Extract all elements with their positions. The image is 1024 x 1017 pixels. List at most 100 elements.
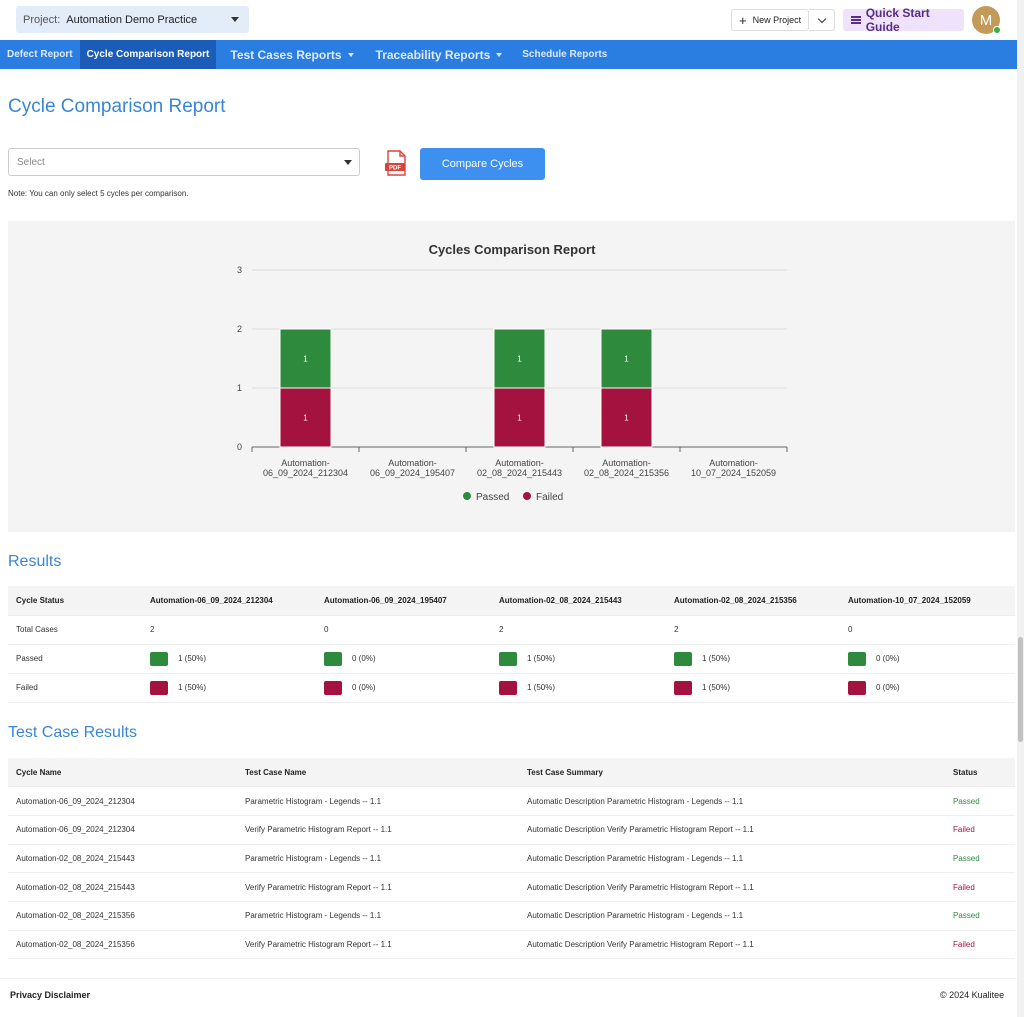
project-value: Automation Demo Practice [66,13,198,26]
table-row[interactable]: Automation-02_08_2024_215443 Verify Param… [8,872,1015,902]
table-row[interactable]: Automation-02_08_2024_215356 Parametric H… [8,901,1015,931]
caret-down-icon [344,160,352,165]
legend-marker-failed [523,492,531,500]
tc-header-test-case-summary: Test Case Summary [519,758,945,788]
tc-cycle-name: Automation-02_08_2024_215356 [8,930,237,960]
tc-cycle-name: Automation-02_08_2024_215443 [8,872,237,902]
x-tick-label: Automation- [602,458,651,468]
table-row[interactable]: Automation-02_08_2024_215443 Parametric H… [8,844,1015,874]
nav-cycle-comparison-report[interactable]: Cycle Comparison Report [79,40,217,69]
row-label: Passed [8,644,142,674]
tc-cycle-name: Automation-02_08_2024_215356 [8,901,237,931]
scrollbar-thumb[interactable] [1018,637,1023,742]
x-tick-label: Automation- [388,458,437,468]
caret-down-icon [496,52,503,57]
privacy-disclaimer-link[interactable]: Privacy Disclaimer [10,990,91,1000]
results-header-cycle: Automation-10_07_2024_152059 [840,586,1015,616]
table-row[interactable]: Automation-02_08_2024_215356 Verify Param… [8,930,1015,960]
tc-status: Passed [945,786,1015,816]
passed-value: 1 (50%) [178,653,207,663]
caret-down-icon [231,17,239,22]
bar-passed [279,328,332,389]
total-cell: 0 [840,615,1015,645]
x-tick-label: 06_09_2024_195407 [370,468,455,478]
total-cell: 2 [666,615,840,645]
pdf-export-icon[interactable]: PDF [384,150,408,177]
failed-value: 1 (50%) [702,682,731,692]
passed-value: 0 (0%) [876,653,900,663]
tc-test-case-name: Parametric Histogram - Legends -- 1.1 [237,786,519,816]
tc-test-case-summary: Automatic Description Verify Parametric … [519,872,945,902]
results-header-cycle: Automation-02_08_2024_215443 [491,586,666,616]
failed-value: 1 (50%) [527,682,556,692]
footer-divider [0,978,1017,979]
tc-status: Failed [945,930,1015,960]
passed-cell: 1 (50%) [142,644,316,674]
top-bar: Project: Automation Demo Practice + New … [0,0,1024,40]
copyright: © 2024 Kualitee [940,990,1005,1000]
tc-test-case-summary: Automatic Description Verify Parametric … [519,815,945,845]
tc-status: Passed [945,844,1015,874]
row-label: Total Cases [8,615,142,645]
selection-note: Note: You can only select 5 cycles per c… [8,189,189,198]
tc-test-case-name: Parametric Histogram - Legends -- 1.1 [237,901,519,931]
compare-cycles-label: Compare Cycles [441,158,524,170]
table-row[interactable]: Automation-06_09_2024_212304 Verify Param… [8,815,1015,845]
compare-cycles-button[interactable]: Compare Cycles [420,148,545,180]
results-header-cycle: Automation-06_09_2024_195407 [316,586,491,616]
tc-header-row: Cycle Name Test Case Name Test Case Summ… [8,758,1015,788]
nav-label: Schedule Reports [522,49,608,60]
tc-header-status: Status [945,758,1015,788]
y-tick-label: 2 [237,324,242,334]
nav-defect-report[interactable]: Defect Report [0,40,80,69]
x-tick-label: 10_07_2024_152059 [691,468,776,478]
x-tick-label: 06_09_2024_212304 [263,468,348,478]
tc-test-case-summary: Automatic Description Parametric Histogr… [519,844,945,874]
results-heading: Results [8,553,62,570]
failed-swatch [499,680,517,695]
data-label: 1 [624,414,629,423]
bar-passed [600,328,653,389]
passed-cell: 0 (0%) [840,644,1015,674]
avatar[interactable]: M [972,6,1001,34]
project-label: Project: [23,13,61,26]
tc-cycle-name: Automation-06_09_2024_212304 [8,786,237,816]
total-cell: 2 [491,615,666,645]
tc-status: Failed [945,815,1015,845]
passed-swatch [848,651,866,666]
passed-swatch [150,651,168,666]
online-status-icon [993,26,1001,34]
cycle-select[interactable]: Select [8,148,360,176]
nav-traceability-reports[interactable]: Traceability Reports [368,40,517,69]
table-row[interactable]: Automation-06_09_2024_212304 Parametric H… [8,786,1015,816]
nav-label: Cycle Comparison Report [86,49,210,60]
bar-passed [493,328,546,389]
project-selector[interactable]: Project: Automation Demo Practice [16,6,249,33]
passed-cell: 1 (50%) [666,644,840,674]
bar-failed [279,387,332,448]
new-project-label: New Project [752,15,802,25]
new-project-dropdown-button[interactable] [809,9,835,31]
tc-cycle-name: Automation-02_08_2024_215443 [8,844,237,874]
nav-schedule-reports[interactable]: Schedule Reports [516,40,614,69]
quick-start-guide-button[interactable]: Quick Start Guide [843,6,964,34]
report-nav: Defect Report Cycle Comparison Report Te… [0,40,1017,69]
tc-test-case-name: Parametric Histogram - Legends -- 1.1 [237,844,519,874]
caret-down-icon [347,52,354,57]
x-tick-label: Automation- [495,458,544,468]
list-icon [851,16,861,24]
total-cell: 0 [316,615,491,645]
tc-status: Failed [945,872,1015,902]
tc-status: Passed [945,901,1015,931]
legend-label-failed: Failed [536,492,563,503]
nav-test-cases-reports[interactable]: Test Cases Reports [216,40,367,69]
failed-value: 1 (50%) [178,682,207,692]
passed-value: 1 (50%) [527,653,556,663]
bar-failed [600,387,653,448]
new-project-button[interactable]: + New Project [731,9,809,31]
nav-label: Defect Report [7,49,73,60]
passed-value: 1 (50%) [702,653,731,663]
results-row-passed: Passed 1 (50%) 0 (0%) 1 (50%) 1 (50%) 0 … [8,644,1015,674]
scrollbar-track[interactable] [1017,0,1024,1017]
nav-label: Traceability Reports [375,47,491,62]
